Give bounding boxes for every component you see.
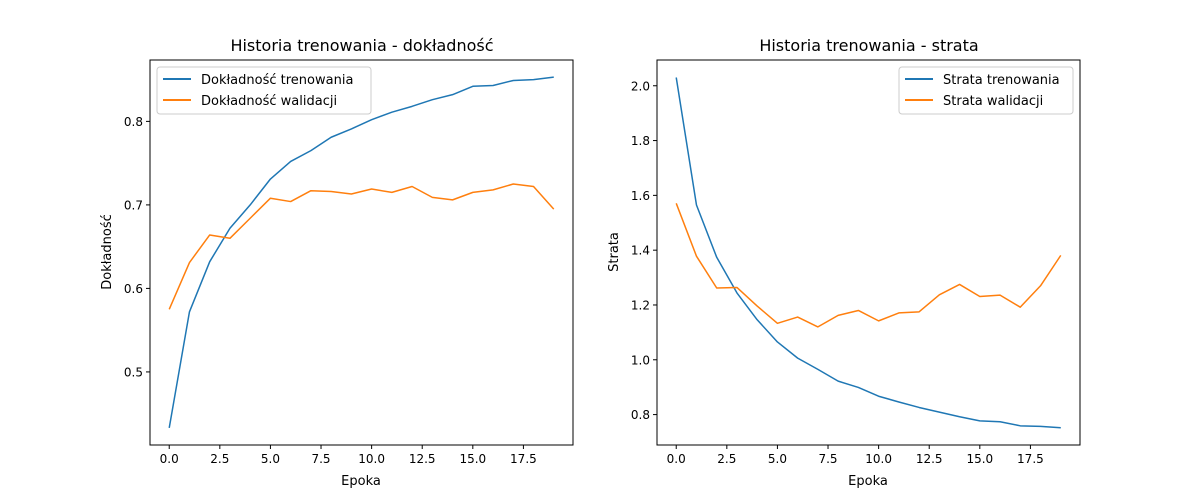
accuracy-y-tick-label: 0.6 — [124, 282, 143, 296]
accuracy-chart: Historia trenowania - dokładność 0.0 2.5 5… — [100, 36, 574, 489]
loss-x-ticks: 0.0 2.5 5.0 7.5 10.0 12.5 15.0 17.5 — [667, 445, 1044, 466]
loss-x-tick-label: 0.0 — [667, 452, 686, 466]
accuracy-y-tick-label: 0.8 — [124, 115, 143, 129]
loss-legend-frame — [898, 66, 1074, 115]
loss-x-tick-label: 10.0 — [865, 452, 892, 466]
loss-y-tick-label: 0.8 — [631, 408, 650, 422]
loss-y-tick-label: 1.0 — [631, 353, 650, 367]
loss-x-tick-label: 17.5 — [1017, 452, 1044, 466]
loss-x-tick-label: 5.0 — [768, 452, 787, 466]
accuracy-series-layer — [168, 76, 555, 429]
loss-y-tick-label: 1.6 — [631, 189, 650, 203]
accuracy-series-line-validation — [168, 183, 555, 310]
loss-legend-label-validation: Strata walidacji — [943, 94, 1043, 109]
accuracy-series-line-train — [168, 76, 554, 429]
loss-series-line-train — [675, 77, 1061, 429]
loss-y-ticks: 0.8 1.0 1.2 1.4 1.6 1.8 2.0 — [631, 79, 657, 422]
loss-chart: Historia trenowania - strata 0.0 2.5 5.0 7.… — [607, 36, 1081, 489]
loss-x-axis-label: Epoka — [848, 474, 888, 489]
loss-y-axis-label: Strata — [607, 232, 622, 272]
loss-y-tick-label: 1.2 — [631, 298, 650, 312]
accuracy-x-tick-label: 5.0 — [261, 452, 280, 466]
loss-y-tick-label: 2.0 — [631, 79, 650, 93]
accuracy-plot-frame — [149, 59, 574, 446]
accuracy-x-tick-label: 7.5 — [311, 452, 330, 466]
accuracy-y-ticks: 0.5 0.6 0.7 0.8 — [124, 115, 150, 379]
loss-chart-title: Historia trenowania - strata — [759, 36, 978, 55]
accuracy-x-ticks: 0.0 2.5 5.0 7.5 10.0 12.5 15.0 17.5 — [160, 445, 537, 466]
accuracy-x-tick-label: 12.5 — [409, 452, 436, 466]
accuracy-legend-label-validation: Dokładność walidacji — [201, 94, 337, 109]
loss-series-layer — [675, 77, 1062, 429]
accuracy-y-axis-label: Dokładność — [100, 214, 115, 290]
loss-y-tick-label: 1.8 — [631, 134, 650, 148]
accuracy-x-tick-label: 2.5 — [210, 452, 229, 466]
accuracy-legend-label-train: Dokładność trenowania — [201, 73, 353, 88]
accuracy-y-tick-label: 0.5 — [124, 365, 143, 379]
loss-legend: Strata trenowania Strata walidacji — [898, 66, 1074, 115]
loss-legend-label-train: Strata trenowania — [943, 73, 1060, 88]
loss-x-tick-label: 12.5 — [916, 452, 943, 466]
loss-x-tick-label: 15.0 — [966, 452, 993, 466]
accuracy-legend-frame — [156, 66, 372, 115]
loss-series-line-validation — [675, 203, 1062, 328]
accuracy-y-tick-label: 0.7 — [124, 198, 143, 212]
loss-x-tick-label: 7.5 — [818, 452, 837, 466]
accuracy-x-tick-label: 0.0 — [160, 452, 179, 466]
accuracy-x-tick-label: 15.0 — [459, 452, 486, 466]
accuracy-x-tick-label: 17.5 — [510, 452, 537, 466]
accuracy-x-axis-label: Epoka — [341, 474, 381, 489]
loss-x-tick-label: 2.5 — [717, 452, 736, 466]
accuracy-x-tick-label: 10.0 — [358, 452, 385, 466]
accuracy-legend: Dokładność trenowania Dokładność walidac… — [156, 66, 372, 115]
accuracy-chart-title: Historia trenowania - dokładność — [230, 36, 493, 55]
loss-y-tick-label: 1.4 — [631, 244, 650, 258]
loss-plot-frame — [656, 59, 1081, 446]
